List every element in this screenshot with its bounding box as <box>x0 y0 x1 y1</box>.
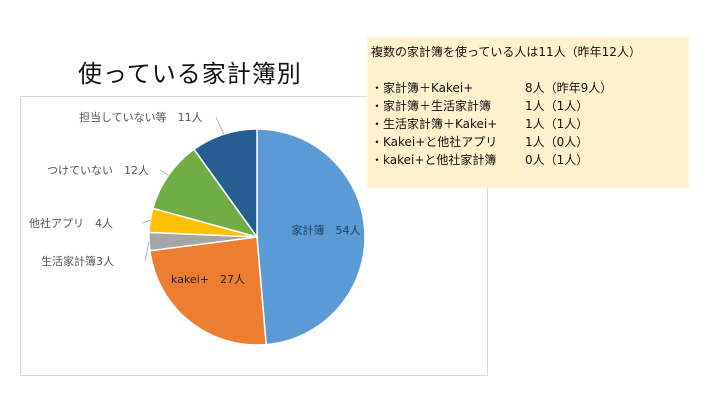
pie-slice <box>256 128 366 346</box>
slice-label: kakei+ 27人 <box>171 273 245 286</box>
note-box: 複数の家計簿を使っている人は11人（昨年12人） ・家計簿＋Kakei+ 8人（昨… <box>367 37 689 188</box>
leader-line <box>144 241 150 262</box>
slice-label: つけていない 12人 <box>47 164 149 177</box>
pie-slice <box>149 236 267 346</box>
note-row-value: 0人（1人） <box>525 153 589 167</box>
leader-line <box>215 116 225 135</box>
note-row-label: ・家計簿＋Kakei+ <box>371 81 474 95</box>
note-row-label: ・kakei+と他社家計簿 <box>371 153 497 167</box>
leader-line <box>142 219 151 224</box>
note-row-label: ・家計簿＋生活家計簿 <box>371 99 492 113</box>
slide-title: 使っている家計簿別 <box>78 60 302 88</box>
note-row-value: 1人（1人） <box>525 117 589 131</box>
note-title: 複数の家計簿を使っている人は11人（昨年12人） <box>371 45 641 59</box>
slice-label: 担当していない等 11人 <box>79 110 203 124</box>
note-row: ・家計簿＋生活家計簿 1人（1人） <box>371 97 588 114</box>
slice-label: 家計簿 54人 <box>292 223 361 237</box>
note-row: ・Kakei+と他社アプリ 1人（0人） <box>371 133 588 150</box>
leader-line <box>160 169 169 176</box>
pie-slice <box>151 148 259 239</box>
note-row-label: ・生活家計簿＋Kakei+ <box>371 117 498 131</box>
slice-label: 他社アプリ 4人 <box>29 216 113 230</box>
note-row: ・家計簿＋Kakei+ 8人（昨年9人） <box>371 79 612 96</box>
note-row-value: 8人（昨年9人） <box>525 81 613 95</box>
slice-label: 生活家計簿3人 <box>41 254 114 268</box>
note-row: ・生活家計簿＋Kakei+ 1人（1人） <box>371 115 588 132</box>
note-row-value: 1人（1人） <box>525 99 589 113</box>
note-row-value: 1人（0人） <box>525 135 589 149</box>
note-row-label: ・Kakei+と他社アプリ <box>371 135 498 149</box>
note-row: ・kakei+と他社家計簿 0人（1人） <box>371 151 588 168</box>
pie-chart: 家計簿 54人 kakei+ 27人 生活家計簿3人 他社アプリ 4人 つけていない 1… <box>29 110 366 346</box>
